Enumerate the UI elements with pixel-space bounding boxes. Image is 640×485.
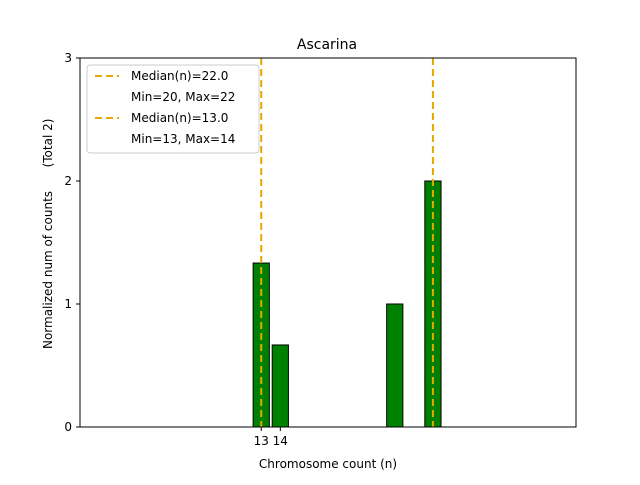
- y-tick-label-0: 0: [64, 420, 72, 434]
- y-axis-label: Normalized num of counts: [41, 191, 55, 349]
- x-tick-label-14: 14: [273, 434, 288, 448]
- x-tick-label-13: 13: [254, 434, 269, 448]
- x-axis-ticks: 13 14: [254, 427, 288, 448]
- bar-20: [386, 303, 404, 428]
- y-tick-label-2: 2: [64, 174, 72, 188]
- bar-14: [271, 344, 289, 428]
- median-lines: [260, 58, 434, 427]
- legend-box: [86, 64, 260, 154]
- x-axis-label: Chromosome count (n): [259, 457, 397, 471]
- y-axis-ticks: 0 1 2 3: [64, 51, 80, 434]
- chart-title: Ascarina: [297, 37, 357, 53]
- y-tick-label-1: 1: [64, 297, 72, 311]
- y-tick-label-3: 3: [64, 51, 72, 65]
- legend-entries: Median(n)=22.0 Min=20, Max=22 Median(n)=13…: [95, 69, 235, 146]
- legend-label-0: Median(n)=22.0: [131, 69, 228, 83]
- plot-frame: [79, 57, 577, 428]
- y-axis-total-note: (Total 2): [41, 119, 55, 168]
- legend-label-1: Median(n)=13.0: [131, 111, 228, 125]
- legend-range-0: Min=20, Max=22: [131, 90, 235, 104]
- bars: [252, 180, 442, 428]
- legend: Median(n)=22.0 Min=20, Max=22 Median(n)=13…: [86, 64, 260, 154]
- legend-range-1: Min=13, Max=14: [131, 132, 235, 146]
